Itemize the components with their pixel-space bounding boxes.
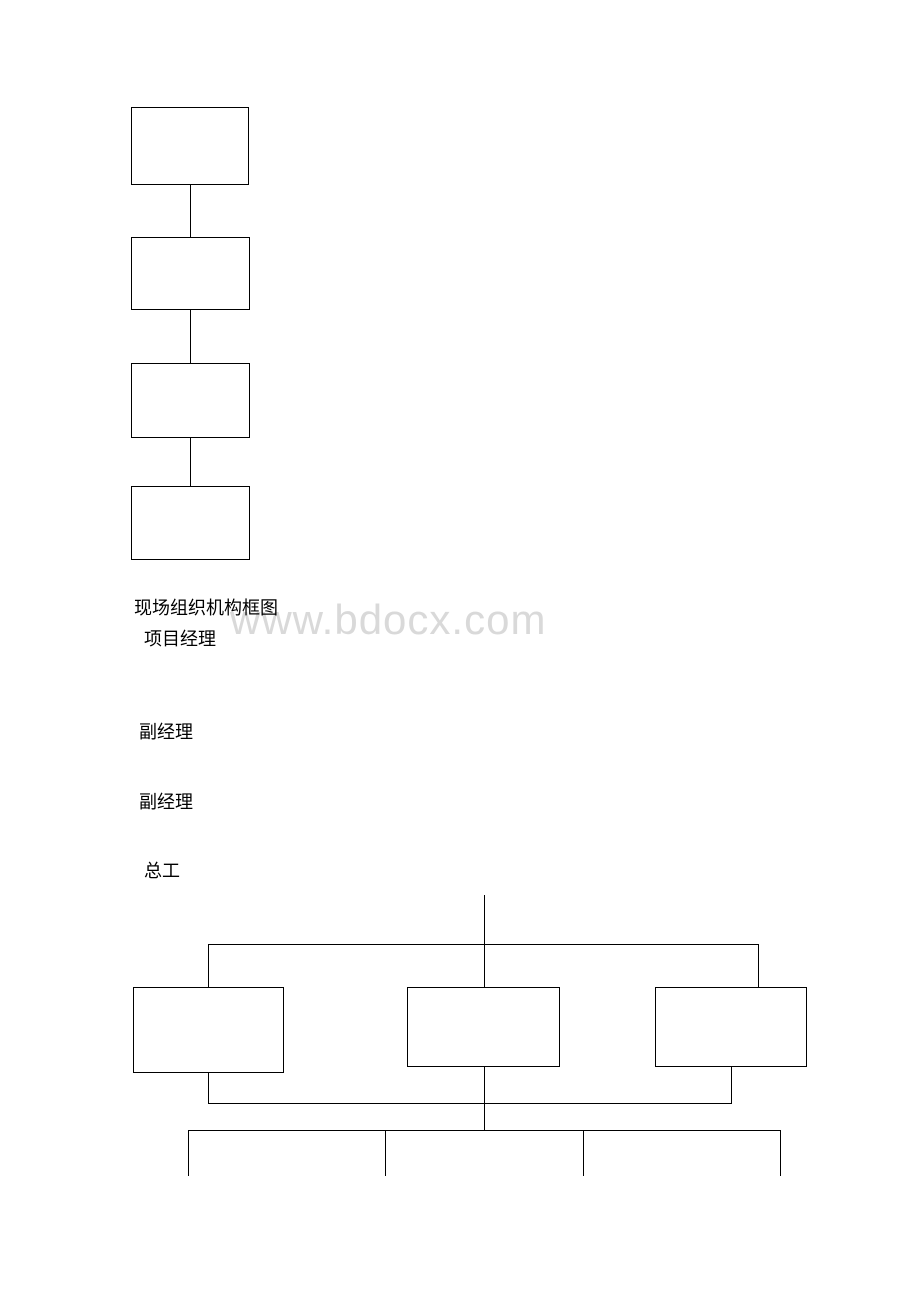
tree-bottom-drop-1 <box>188 1130 189 1176</box>
tree-top-drop-1 <box>208 944 209 987</box>
tree-mid-drop-2 <box>484 1067 485 1103</box>
label-deputy-1: 副经理 <box>139 718 193 744</box>
flowchart-box-2 <box>131 237 250 310</box>
connector-1 <box>190 185 191 237</box>
diagram-title: 现场组织机构框图 <box>134 594 278 620</box>
flowchart-box-4 <box>131 486 250 560</box>
tree-mid-drop-1 <box>208 1073 209 1103</box>
tree-mid-hbar <box>208 1103 732 1104</box>
tree-top-drop-2 <box>484 944 485 987</box>
tree-bottom-drop-2 <box>385 1130 386 1176</box>
flowchart-box-3 <box>131 363 250 438</box>
connector-2 <box>190 310 191 363</box>
tree-bottom-hbar <box>188 1130 781 1131</box>
tree-center-drop <box>484 1103 485 1130</box>
tree-box-2 <box>407 987 560 1067</box>
label-chief-engineer: 总工 <box>144 857 180 883</box>
label-project-manager: 项目经理 <box>144 625 216 651</box>
tree-mid-drop-3 <box>731 1067 732 1103</box>
tree-box-1 <box>133 987 284 1073</box>
tree-top-stem <box>484 895 485 944</box>
tree-bottom-drop-4 <box>780 1130 781 1176</box>
tree-bottom-drop-3 <box>583 1130 584 1176</box>
tree-top-drop-3 <box>758 944 759 987</box>
tree-box-3 <box>655 987 807 1067</box>
flowchart-box-1 <box>131 107 249 185</box>
connector-3 <box>190 438 191 486</box>
label-deputy-2: 副经理 <box>139 788 193 814</box>
